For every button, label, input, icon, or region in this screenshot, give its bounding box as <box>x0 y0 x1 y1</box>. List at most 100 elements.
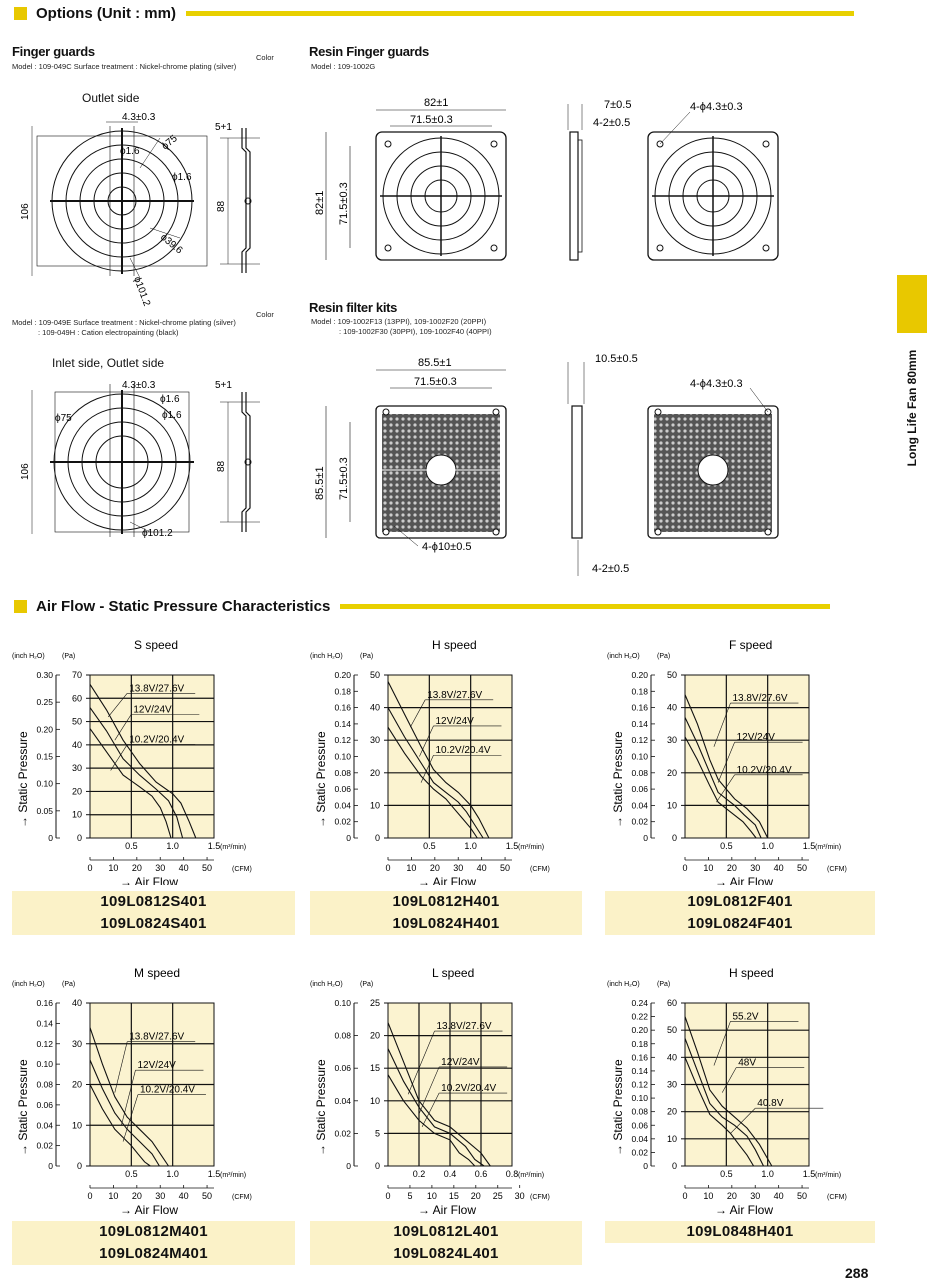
y-inch-tick-label: 0 <box>48 833 53 843</box>
model-name: 109L0824M401 <box>99 1245 208 1262</box>
resin-filter-model1: Model : 109-1002F13 (13PPI), 109-1002F20… <box>311 317 487 326</box>
filter-dim-t2: 4-2±0.5 <box>592 563 629 575</box>
x-cfm-tick-label: 20 <box>132 863 142 873</box>
y-inch-tick-label: 0.02 <box>631 1147 648 1157</box>
dim-c2: ϕ75 <box>55 413 72 424</box>
y-pa-tick-label: 40 <box>72 998 82 1008</box>
y-pa-tick-label: 20 <box>667 1107 677 1117</box>
resin-dim-hole: 4-ϕ4.3±0.3 <box>690 101 743 113</box>
y-inch-tick-label: 0.08 <box>631 1107 648 1117</box>
model-name: 109L0812F401 <box>687 893 793 910</box>
y-pa-tick-label: 25 <box>370 998 380 1008</box>
x-cfm-tick-label: 40 <box>477 863 487 873</box>
y-inch-tick-label: 0.08 <box>334 768 351 778</box>
y-inch-tick-label: 0.08 <box>334 1031 351 1041</box>
y-axis-label: → Static Pressure <box>611 1059 625 1156</box>
series-line <box>684 717 762 839</box>
y-inch-tick-label: 0.04 <box>631 800 648 810</box>
x-m3-tick-label: 1.5 <box>803 841 816 851</box>
y-inch-tick-label: 0.02 <box>631 817 648 827</box>
x-cfm-tick-label: 10 <box>108 1191 118 1201</box>
x-m3-tick-label: 1.5 <box>803 1169 816 1179</box>
y-inch-tick-label: 0.04 <box>631 1134 648 1144</box>
x-m3-unit: (m³/min) <box>220 1172 246 1179</box>
resin-filter-title: Resin filter kits <box>309 300 398 315</box>
finger-guards2-model2: : 109-049H : Cation electropainting (bla… <box>38 328 179 337</box>
series-line <box>89 728 172 839</box>
finger-guards2-color-label: Color <box>256 310 274 319</box>
label-leader <box>114 714 132 741</box>
y-axis-label: → Static Pressure <box>314 731 328 828</box>
resin-guards-model: Model : 109-1002G <box>311 62 376 71</box>
y-inch-tick-label: 0.02 <box>36 1141 53 1151</box>
x-m3-unit: (m³/min) <box>815 844 841 851</box>
x-axis-label: → Air Flow <box>418 1203 476 1217</box>
y-pa-tick-label: 60 <box>667 998 677 1008</box>
x-axis-label: → Air Flow <box>715 875 773 885</box>
y-pa-tick-label: 70 <box>72 670 82 680</box>
model-name: 109L0824H401 <box>392 915 500 932</box>
dim-d2: ϕ1.6 <box>162 410 182 421</box>
chart-title: F speed <box>729 638 772 652</box>
label-leader <box>122 1094 139 1142</box>
y-pa-tick-label: 10 <box>72 1120 82 1130</box>
y-inch-tick-label: 0.20 <box>631 1025 648 1035</box>
model-name: 109L0812M401 <box>99 1223 208 1240</box>
dim-b2: ϕ1.6 <box>160 394 180 405</box>
y-pa-tick-label: 20 <box>72 786 82 796</box>
y-pa-tick-label: 40 <box>667 703 677 713</box>
resin-dim-w2: 71.5±0.3 <box>410 114 453 126</box>
series-line <box>387 1074 476 1167</box>
chart-m-speed: M speed (inch H₂O) (Pa) 0 10 20 30 40 0 0.02 0.04 0… <box>12 966 252 1217</box>
y-inch-tick-label: 0.20 <box>36 724 53 734</box>
dim-i2: 5+1 <box>215 380 232 391</box>
x-m3-tick-label: 1.5 <box>208 1169 221 1179</box>
y-pa-tick-label: 0 <box>375 833 380 843</box>
y-pa-tick-label: 20 <box>667 768 677 778</box>
y-pa-tick-label: 30 <box>72 1039 82 1049</box>
y-inch-tick-label: 0.04 <box>334 800 351 810</box>
x-cfm-tick-label: 0 <box>682 1191 687 1201</box>
x-cfm-tick-label: 20 <box>471 1191 481 1201</box>
series-line <box>684 1016 773 1167</box>
series-label: 12V/24V <box>441 1057 480 1068</box>
label-leader <box>419 725 434 757</box>
header-rule <box>340 603 831 609</box>
resin-dim-h2: 71.5±0.3 <box>338 182 350 225</box>
y-inch-tick-label: 0.02 <box>334 817 351 827</box>
x-m3-unit: (m³/min) <box>518 844 544 851</box>
y-pa-tick-label: 5 <box>375 1128 380 1138</box>
label-leader <box>121 1070 136 1126</box>
model-box-s: 109L0812S401 109L0824S401 <box>12 891 295 935</box>
series-label: 12V/24V <box>737 732 776 743</box>
x-cfm-tick-label: 25 <box>493 1191 503 1201</box>
model-name: 109L0812H401 <box>392 893 500 910</box>
x-cfm-tick-label: 30 <box>453 863 463 873</box>
label-leader <box>721 1067 737 1093</box>
x-m3-tick-label: 0.6 <box>475 1169 488 1179</box>
model-name: 109L0824S401 <box>100 915 207 932</box>
y-pa-tick-label: 40 <box>72 740 82 750</box>
y-pa-tick-label: 10 <box>370 1096 380 1106</box>
x-cfm-tick-label: 40 <box>774 1191 784 1201</box>
y-inch-tick-label: 0.18 <box>631 1039 648 1049</box>
label-leader <box>730 1108 756 1134</box>
x-m3-tick-label: 1.5 <box>506 841 519 851</box>
series-line <box>89 1059 160 1167</box>
y-inch-tick-label: 0.10 <box>36 1059 53 1069</box>
chart-title: H speed <box>729 966 774 980</box>
series-label: 10.2V/20.4V <box>129 735 184 746</box>
x-cfm-unit: (CFM) <box>530 866 550 873</box>
dim-f: ϕ101.2 <box>131 275 152 308</box>
series-line <box>684 1038 764 1167</box>
x-cfm-tick-label: 20 <box>727 1191 737 1201</box>
y-inch-tick-label: 0.20 <box>631 670 648 680</box>
x-m3-tick-label: 1.0 <box>166 841 179 851</box>
x-m3-tick-label: 1.0 <box>166 1169 179 1179</box>
plot-area <box>89 674 215 839</box>
x-m3-tick-label: 0.5 <box>720 1169 733 1179</box>
airflow-heading: Air Flow - Static Pressure Characteristi… <box>36 597 331 615</box>
options-heading: Options (Unit : mm) <box>36 4 176 22</box>
y-pa-tick-label: 30 <box>370 735 380 745</box>
y-pa-tick-label: 30 <box>667 1080 677 1090</box>
